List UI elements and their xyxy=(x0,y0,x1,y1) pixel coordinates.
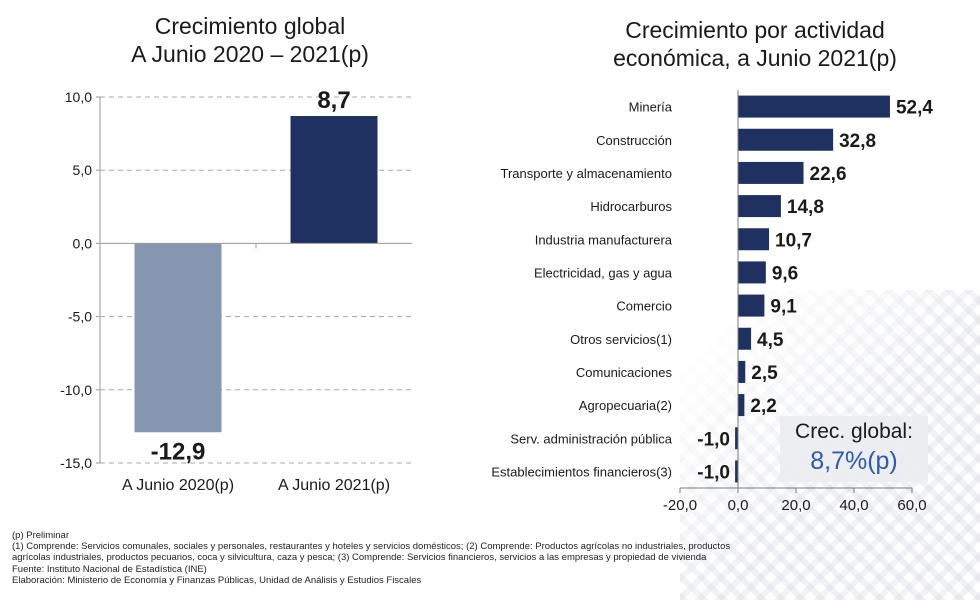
left-title-line-1: Crecimiento global xyxy=(154,13,346,39)
callout-value: 8,7%(p) xyxy=(810,447,898,475)
bar-value-label: -1,0 xyxy=(697,429,730,450)
category-label: Transporte y almacenamiento xyxy=(501,166,673,181)
y-tick-label: 5,0 xyxy=(73,162,93,178)
callout-label: Crec. global: xyxy=(795,420,913,443)
bar-value-label: 9,6 xyxy=(772,263,798,284)
bar-value-label: 22,6 xyxy=(810,164,847,185)
bar xyxy=(738,195,781,218)
x-category-label: A Junio 2020(p) xyxy=(122,477,234,494)
footnote-line: agrícolas industriales, productos pecuar… xyxy=(12,552,707,564)
category-label: Comercio xyxy=(616,299,672,314)
bar xyxy=(738,228,770,251)
category-label: Electricidad, gas y agua xyxy=(534,265,673,280)
bar-value-label: 52,4 xyxy=(896,98,933,119)
bar xyxy=(738,128,834,151)
bar-value-label: 4,5 xyxy=(757,330,784,351)
bar xyxy=(738,327,752,350)
x-category-label: A Junio 2021(p) xyxy=(278,477,390,494)
bar xyxy=(738,360,746,383)
y-tick-label: -15,0 xyxy=(60,455,92,471)
left-chart-title: Crecimiento global A Junio 2020 – 2021(p… xyxy=(90,12,410,68)
category-label: Serv. administración pública xyxy=(510,431,672,446)
footnote-line: Elaboración: Ministerio de Economía y Fi… xyxy=(12,574,422,586)
category-label: Industria manufacturera xyxy=(535,232,673,247)
x-tick-label: 40,0 xyxy=(839,497,868,514)
bar xyxy=(735,427,738,450)
category-label: Comunicaciones xyxy=(576,365,673,380)
bar-value-label: 2,5 xyxy=(751,363,778,384)
bar-value-label: 14,8 xyxy=(787,197,824,218)
global-growth-callout: Crec. global: 8,7%(p) xyxy=(780,416,928,482)
bar xyxy=(735,460,738,483)
category-label: Agropecuaria(2) xyxy=(579,398,672,413)
x-tick-label: 0,0 xyxy=(728,497,749,514)
bar xyxy=(738,261,766,284)
bar-value-label: 2,2 xyxy=(750,396,776,417)
category-label: Minería xyxy=(629,100,673,115)
bar-value-label: 8,7 xyxy=(317,87,350,114)
y-tick-label: 0,0 xyxy=(73,235,93,251)
x-tick-label: 60,0 xyxy=(897,497,926,514)
footnote-line: (p) Preliminar xyxy=(12,530,70,541)
bar xyxy=(290,116,378,244)
left-title-line-2: A Junio 2020 – 2021(p) xyxy=(131,41,369,67)
footnote-line: (1) Comprende: Servicios comunales, soci… xyxy=(12,541,731,553)
right-title-line-2: económica, a Junio 2021(p) xyxy=(613,45,897,71)
x-tick-label: -20,0 xyxy=(663,497,697,514)
category-label: Construcción xyxy=(596,133,672,148)
bar-value-label: 32,8 xyxy=(839,131,876,152)
y-tick-label: 10,0 xyxy=(65,89,92,105)
bar xyxy=(738,394,745,417)
bar-value-label: -12,9 xyxy=(151,438,206,465)
x-tick-label: 20,0 xyxy=(781,497,810,514)
category-label: Hidrocarburos xyxy=(590,199,672,214)
right-chart-title: Crecimiento por actividad económica, a J… xyxy=(560,16,950,72)
bar-value-label: 9,1 xyxy=(770,297,797,318)
bar xyxy=(738,294,765,317)
bar-value-label: -1,0 xyxy=(697,462,730,483)
category-label: Otros servicios(1) xyxy=(570,332,672,347)
right-title-line-1: Crecimiento por actividad xyxy=(625,17,885,43)
bar xyxy=(134,243,222,433)
category-label: Establecimientos financieros(3) xyxy=(491,464,672,479)
footnotes: (p) Preliminar (1) Comprende: Servicios … xyxy=(12,530,882,586)
footnote-line: Fuente: Instituto Nacional de Estadístic… xyxy=(12,563,207,575)
y-tick-label: -5,0 xyxy=(68,309,92,325)
y-tick-label: -10,0 xyxy=(60,382,92,398)
bar xyxy=(738,95,890,118)
bar-value-label: 10,7 xyxy=(775,230,812,251)
bar xyxy=(738,161,804,184)
